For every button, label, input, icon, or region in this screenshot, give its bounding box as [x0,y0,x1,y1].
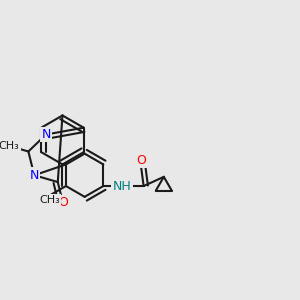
Text: N: N [30,169,39,182]
Text: O: O [136,154,146,166]
Text: CH₃: CH₃ [39,195,60,205]
Text: NH: NH [113,179,131,193]
Text: N: N [41,128,51,141]
Text: CH₃: CH₃ [0,141,20,151]
Text: O: O [58,196,68,209]
